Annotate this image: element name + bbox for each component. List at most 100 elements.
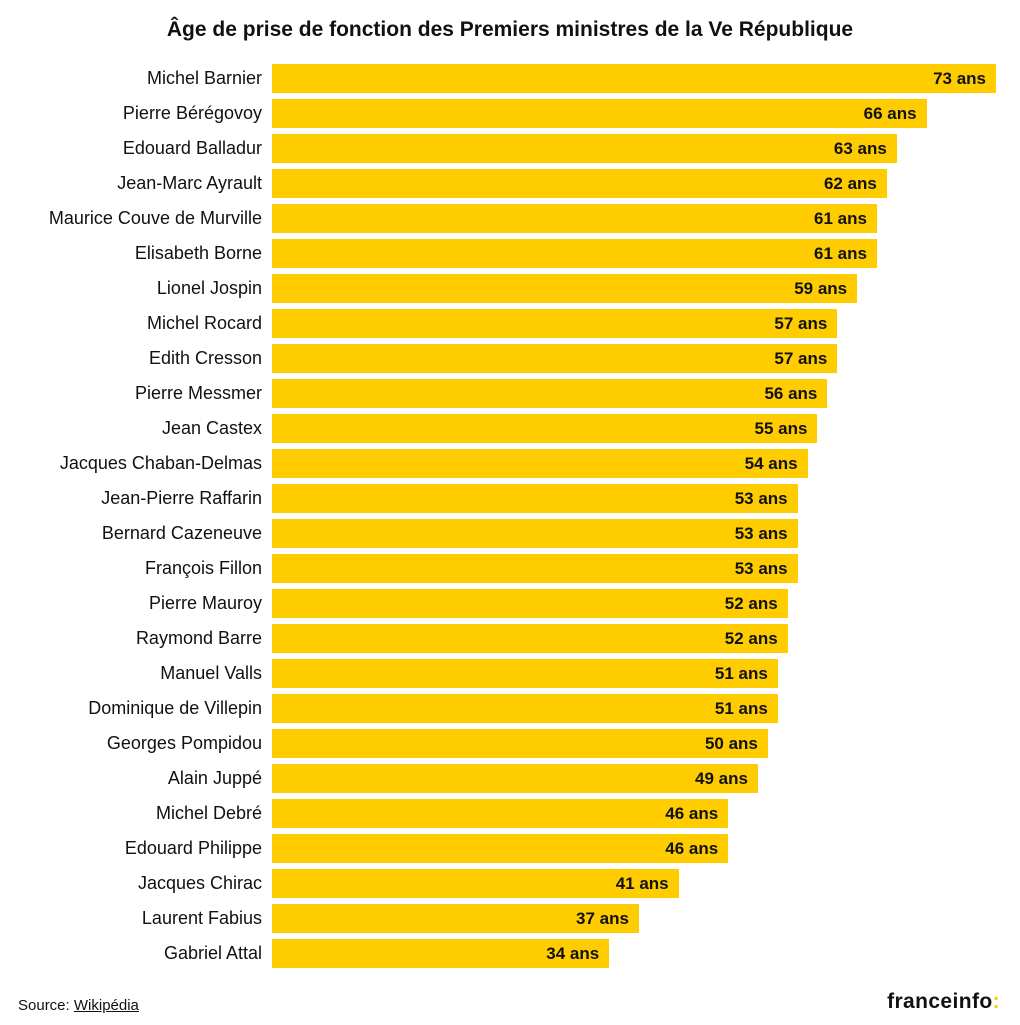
bar-track: 56 ans xyxy=(272,379,996,408)
bar-row: Manuel Valls51 ans xyxy=(18,659,996,688)
bar-track: 66 ans xyxy=(272,99,996,128)
bar-value: 73 ans xyxy=(933,69,986,89)
bar-label: Edouard Balladur xyxy=(18,138,272,159)
bar-track: 53 ans xyxy=(272,519,996,548)
bar-label: Lionel Jospin xyxy=(18,278,272,299)
bar-row: Lionel Jospin 59 ans xyxy=(18,274,996,303)
bar: 50 ans xyxy=(272,729,768,758)
bar: 49 ans xyxy=(272,764,758,793)
bar-label: Manuel Valls xyxy=(18,663,272,684)
bar: 52 ans xyxy=(272,624,788,653)
bar-value: 52 ans xyxy=(725,629,778,649)
bar-row: Edouard Balladur 63 ans xyxy=(18,134,996,163)
bar-value: 52 ans xyxy=(725,594,778,614)
bar-track: 46 ans xyxy=(272,799,996,828)
bar-label: Jacques Chaban-Delmas xyxy=(18,453,272,474)
bar-value: 53 ans xyxy=(735,559,788,579)
bar-track: 53 ans xyxy=(272,554,996,583)
bar-row: Georges Pompidou50 ans xyxy=(18,729,996,758)
bar: 56 ans xyxy=(272,379,827,408)
bar-label: Jean-Marc Ayrault xyxy=(18,173,272,194)
bar-row: Gabriel Attal34 ans xyxy=(18,939,996,968)
bar-track: 41 ans xyxy=(272,869,996,898)
brand-text: franceinfo xyxy=(887,990,993,1013)
bar-track: 73 ans xyxy=(272,64,996,93)
bar-row: Jean Castex55 ans xyxy=(18,414,996,443)
bar-label: Michel Barnier xyxy=(18,68,272,89)
bar-track: 59 ans xyxy=(272,274,996,303)
bar-track: 57 ans xyxy=(272,309,996,338)
bar-label: Pierre Bérégovoy xyxy=(18,103,272,124)
bar-label: Pierre Mauroy xyxy=(18,593,272,614)
brand-label: franceinfo: xyxy=(887,990,1000,1014)
bar: 55 ans xyxy=(272,414,817,443)
bar-track: 53 ans xyxy=(272,484,996,513)
bar-track: 55 ans xyxy=(272,414,996,443)
bar-track: 37 ans xyxy=(272,904,996,933)
bar-row: Dominique de Villepin51 ans xyxy=(18,694,996,723)
bar-track: 52 ans xyxy=(272,589,996,618)
bar-row: Jean-Marc Ayrault 62 ans xyxy=(18,169,996,198)
bar-value: 57 ans xyxy=(774,349,827,369)
bar-row: Pierre Messmer 56 ans xyxy=(18,379,996,408)
bar-track: 63 ans xyxy=(272,134,996,163)
bar-track: 46 ans xyxy=(272,834,996,863)
bar-row: Maurice Couve de Murville61 ans xyxy=(18,204,996,233)
bar: 61 ans xyxy=(272,239,877,268)
bar: 66 ans xyxy=(272,99,927,128)
bar-value: 62 ans xyxy=(824,174,877,194)
bar-label: Edouard Philippe xyxy=(18,838,272,859)
bar-track: 61 ans xyxy=(272,239,996,268)
bar-row: Edouard Philippe 46 ans xyxy=(18,834,996,863)
brand-colon-icon: : xyxy=(993,990,1000,1013)
bar-row: Pierre Mauroy 52 ans xyxy=(18,589,996,618)
bar-row: Raymond Barre 52 ans xyxy=(18,624,996,653)
bar: 46 ans xyxy=(272,799,728,828)
bar-label: Maurice Couve de Murville xyxy=(18,208,272,229)
bar: 54 ans xyxy=(272,449,808,478)
bar-track: 49 ans xyxy=(272,764,996,793)
bar-track: 50 ans xyxy=(272,729,996,758)
bar-label: Jacques Chirac xyxy=(18,873,272,894)
bar-label: Laurent Fabius xyxy=(18,908,272,929)
bar: 59 ans xyxy=(272,274,857,303)
bar-label: Jean-Pierre Raffarin xyxy=(18,488,272,509)
bar-value: 59 ans xyxy=(794,279,847,299)
source-label: Source: Wikipédia xyxy=(18,997,139,1014)
bar: 51 ans xyxy=(272,659,778,688)
bar-label: Georges Pompidou xyxy=(18,733,272,754)
bar-value: 34 ans xyxy=(546,944,599,964)
chart-footer: Source: Wikipédia franceinfo: xyxy=(14,990,1006,1020)
bar-value: 49 ans xyxy=(695,769,748,789)
bar: 61 ans xyxy=(272,204,877,233)
bar-track: 61 ans xyxy=(272,204,996,233)
bar-track: 62 ans xyxy=(272,169,996,198)
bar-label: Bernard Cazeneuve xyxy=(18,523,272,544)
bar: 62 ans xyxy=(272,169,887,198)
bar-value: 56 ans xyxy=(764,384,817,404)
bar-value: 63 ans xyxy=(834,139,887,159)
bar: 34 ans xyxy=(272,939,609,968)
bar-label: Pierre Messmer xyxy=(18,383,272,404)
bar: 53 ans xyxy=(272,519,798,548)
bar-value: 41 ans xyxy=(616,874,669,894)
bar-label: Alain Juppé xyxy=(18,768,272,789)
bar-track: 52 ans xyxy=(272,624,996,653)
bar-value: 55 ans xyxy=(755,419,808,439)
bar-value: 66 ans xyxy=(864,104,917,124)
bar-value: 46 ans xyxy=(665,839,718,859)
bar-value: 61 ans xyxy=(814,244,867,264)
bar-row: Jean-Pierre Raffarin53 ans xyxy=(18,484,996,513)
bar: 53 ans xyxy=(272,554,798,583)
bar-value: 54 ans xyxy=(745,454,798,474)
bar-value: 37 ans xyxy=(576,909,629,929)
bar-value: 46 ans xyxy=(665,804,718,824)
bar-row: Elisabeth Borne61 ans xyxy=(18,239,996,268)
bar-track: 34 ans xyxy=(272,939,996,968)
source-link[interactable]: Wikipédia xyxy=(74,997,139,1014)
chart-title: Âge de prise de fonction des Premiers mi… xyxy=(14,18,1006,42)
bar-label: Raymond Barre xyxy=(18,628,272,649)
bar: 73 ans xyxy=(272,64,996,93)
bar-row: Michel Barnier 73 ans xyxy=(18,64,996,93)
bar: 63 ans xyxy=(272,134,897,163)
